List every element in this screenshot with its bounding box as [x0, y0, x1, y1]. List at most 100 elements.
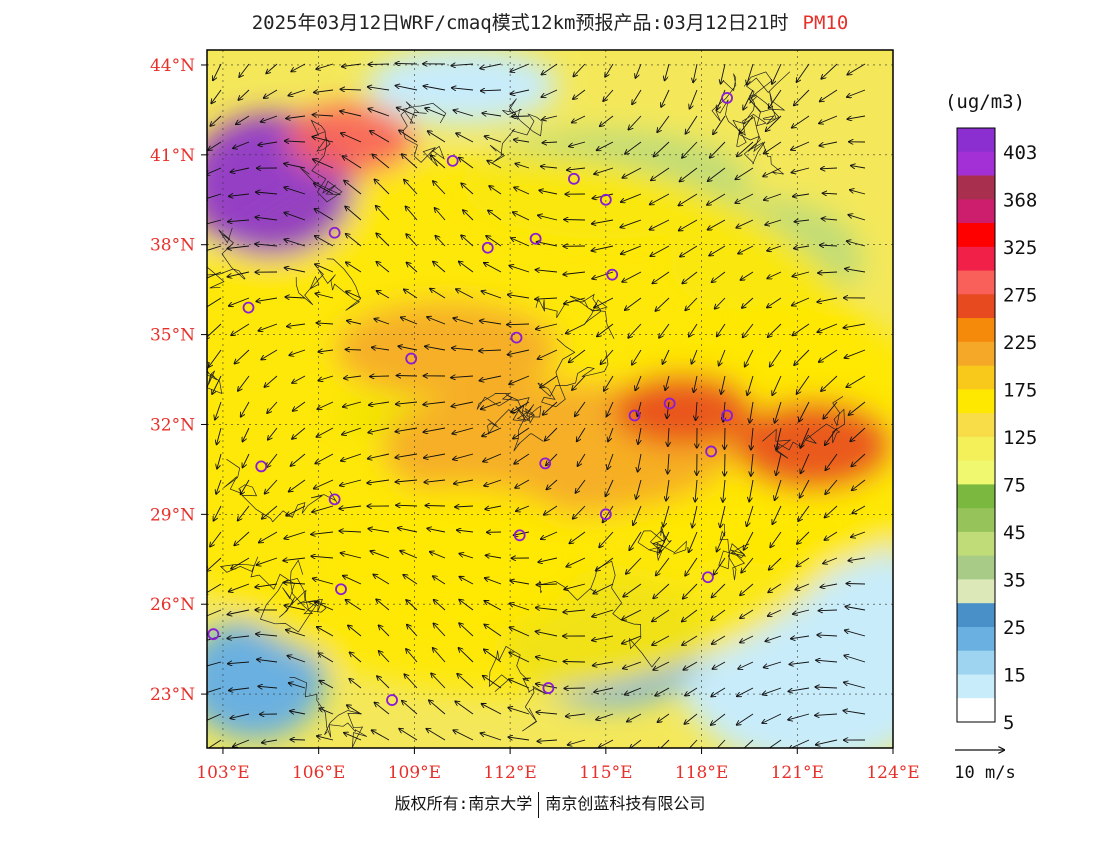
wind-arrow	[794, 89, 810, 105]
wind-arrow	[208, 141, 222, 150]
wind-arrow	[231, 713, 250, 718]
wind-arrow	[435, 236, 446, 247]
lat-tick-label: 44°N	[150, 56, 195, 76]
wind-arrow	[846, 375, 866, 387]
wind-arrow	[259, 531, 278, 543]
wind-arrow	[509, 679, 530, 689]
wind-arrow	[710, 141, 726, 158]
wind-arrow	[797, 531, 810, 544]
wind-arrow	[696, 401, 697, 420]
wind-arrow	[736, 219, 754, 228]
wind-arrow	[795, 583, 810, 590]
wind-arrow	[317, 427, 334, 437]
wind-arrow	[264, 89, 278, 98]
wind-arrow	[317, 627, 334, 637]
wind-arrow	[627, 713, 642, 722]
wind-arrow	[255, 244, 278, 246]
wind-arrow	[207, 167, 222, 175]
wind-arrow	[484, 625, 502, 637]
wind-arrow	[659, 323, 670, 338]
wind-arrow	[347, 321, 362, 325]
wind-arrow	[320, 681, 334, 689]
wind-arrow	[313, 115, 334, 116]
wind-arrow	[573, 63, 586, 76]
legend-labels: 403 368 325 275 225 175 125 75 45 35 25 15 5	[1003, 142, 1037, 734]
wind-arrow	[315, 453, 334, 464]
wind-arrow	[428, 131, 446, 143]
wind-arrow	[775, 401, 782, 423]
wind-arrow	[625, 297, 642, 310]
station-marker	[328, 226, 341, 239]
wind-arrow	[228, 609, 250, 615]
wind-arrow	[685, 557, 698, 576]
wind-arrow	[815, 714, 838, 715]
wind-arrow	[286, 116, 306, 119]
legend-label: 175	[1003, 379, 1037, 401]
wind-arrow	[290, 740, 306, 741]
wind-arrow	[399, 729, 418, 741]
wind-arrow	[770, 349, 782, 367]
wind-arrow	[255, 583, 278, 587]
wind-arrow	[345, 207, 362, 221]
wind-arrow	[433, 262, 446, 273]
wind-arrow	[233, 141, 250, 148]
wind-arrow	[816, 739, 838, 745]
wind-arrow	[682, 271, 698, 283]
wind-arrow	[823, 401, 838, 419]
wind-arrow	[375, 703, 390, 715]
wind-arrow	[625, 687, 642, 695]
wind-arrow	[741, 557, 754, 573]
station-marker	[335, 583, 347, 596]
lat-tick-label: 32°N	[150, 415, 195, 435]
wind-arrow	[311, 532, 334, 534]
wind-arrow	[461, 183, 474, 195]
wind-arrow	[486, 555, 502, 558]
wind-arrow	[539, 190, 558, 195]
wind-arrow	[406, 600, 418, 611]
wind-arrow	[425, 346, 446, 351]
wind-arrow	[433, 576, 446, 585]
wind-arrow	[547, 479, 558, 489]
latitude-axis: 44°N 41°N 38°N 35°N 32°N 29°N 26°N 23°N	[150, 56, 207, 705]
wind-arrow	[720, 505, 726, 527]
wind-arrow	[514, 531, 530, 535]
legend-unit: (ug/m3)	[945, 91, 1025, 113]
wind-arrow	[238, 89, 250, 100]
wind-arrow	[512, 116, 530, 117]
wind-arrow	[667, 401, 669, 418]
wind-arrow	[599, 531, 614, 547]
wind-arrow	[315, 209, 334, 221]
wind-arrow	[267, 453, 278, 467]
wind-arrow	[821, 63, 838, 79]
wind-arrow	[424, 453, 446, 458]
wind-arrow	[653, 583, 670, 598]
wind-arrow	[851, 531, 866, 537]
lat-tick-label: 23°N	[150, 685, 195, 705]
wind-arrow	[342, 427, 362, 435]
wind-arrow	[742, 297, 754, 308]
legend-swatch	[957, 128, 995, 153]
wind-arrow	[536, 657, 558, 663]
wind-arrow	[241, 479, 250, 494]
boundary-line	[637, 526, 687, 562]
wind-arrow	[684, 713, 698, 724]
wind-arrow	[563, 610, 586, 612]
wind-arrow	[663, 505, 670, 527]
copyright-separator	[538, 791, 540, 818]
wind-arrow	[569, 141, 586, 146]
wind-arrow	[231, 557, 250, 569]
lon-tick-label: 112°E	[483, 763, 536, 783]
wind-arrow	[654, 141, 670, 157]
wind-arrow	[397, 376, 418, 377]
wind-arrow	[398, 346, 418, 351]
wind-arrow	[682, 141, 698, 158]
wind-arrow	[511, 89, 530, 94]
wind-arrow	[679, 219, 698, 231]
wind-arrow	[713, 661, 726, 669]
wind-arrow	[207, 713, 222, 722]
wind-arrow	[318, 375, 334, 381]
wind-arrow	[689, 323, 698, 337]
legend-label: 225	[1003, 332, 1037, 354]
wind-arrow	[312, 137, 334, 143]
legend-swatch	[957, 650, 995, 676]
